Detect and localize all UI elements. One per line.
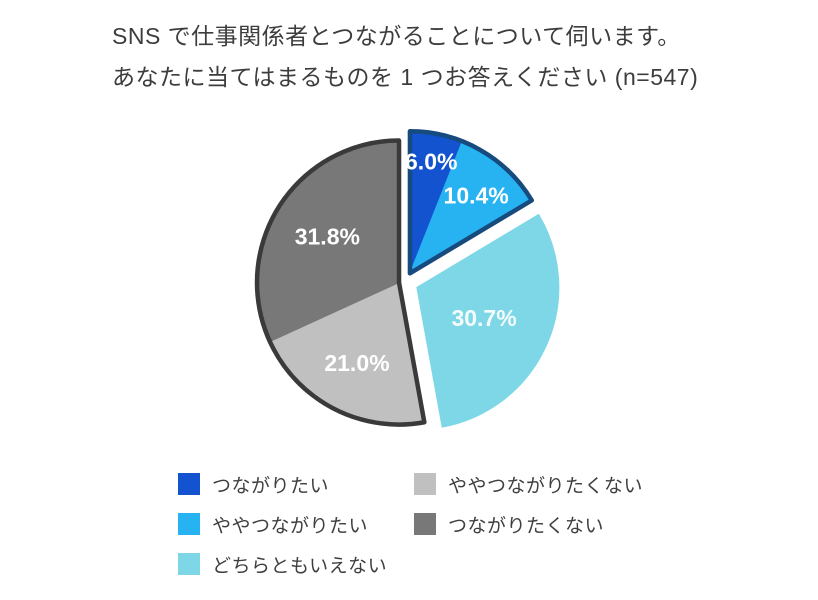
- legend-label-somewhat-not-want: ややつながりたくない: [448, 475, 644, 497]
- legend-swatch-not-want: [414, 513, 436, 535]
- legend-item-not-want: つながりたくない: [414, 504, 643, 544]
- pie-label-neutral: 30.7%: [451, 305, 516, 331]
- pie-group-outline-negative: [254, 138, 427, 427]
- pie-group-outline-positive: [407, 129, 535, 276]
- legend-swatch-want: [178, 473, 200, 495]
- chart-title-line-1: SNS で仕事関係者とつながることについて伺います。: [112, 23, 681, 49]
- legend-item-somewhat-not-want: ややつながりたくない: [414, 464, 643, 504]
- pie-label-not-want: 31.8%: [295, 224, 360, 250]
- pie-label-want: 6.0%: [405, 149, 457, 175]
- legend-label-neutral: どちらともいえない: [212, 555, 388, 577]
- pie-label-somewhat-not-want: 21.0%: [324, 350, 389, 376]
- legend-item-neutral: どちらともいえない: [178, 544, 414, 584]
- legend-swatch-somewhat-want: [178, 513, 200, 535]
- legend-label-somewhat-want: ややつながりたい: [212, 515, 369, 537]
- legend-label-want: つながりたい: [212, 475, 330, 497]
- legend: つながりたい ややつながりたい どちらともいえない ややつながりたくない つなが…: [178, 464, 643, 584]
- legend-label-not-want: つながりたくない: [448, 515, 605, 537]
- legend-item-want: つながりたい: [178, 464, 414, 504]
- legend-swatch-somewhat-not-want: [414, 473, 436, 495]
- legend-swatch-neutral: [178, 553, 200, 575]
- legend-item-somewhat-want: ややつながりたい: [178, 504, 414, 544]
- pie-label-somewhat-want: 10.4%: [444, 182, 509, 208]
- chart-title-line-2: あなたに当てはまるものを 1 つお答えください (n=547): [112, 64, 699, 90]
- chart-title: SNS で仕事関係者とつながることについて伺います。 あなたに当てはまるものを …: [112, 16, 698, 98]
- pie-slice-neutral: [416, 213, 560, 428]
